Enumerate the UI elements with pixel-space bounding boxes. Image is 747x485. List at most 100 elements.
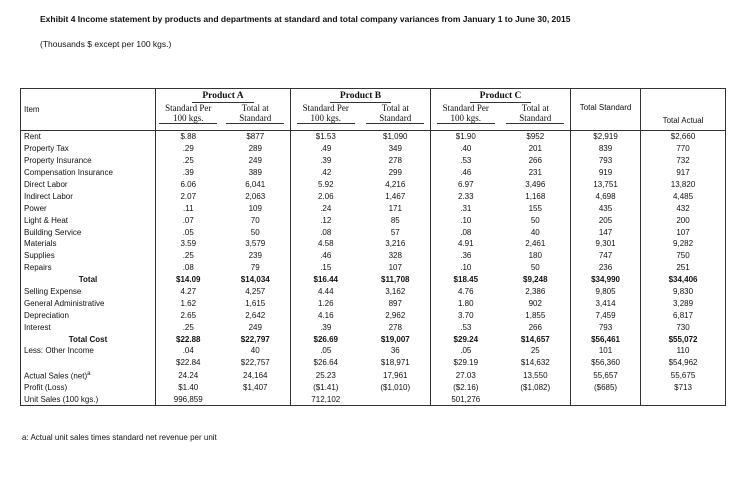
table-cell: 25.23 (290, 368, 361, 382)
cell-value: 107 (388, 263, 402, 273)
cell-value: 200 (676, 215, 690, 225)
table-cell: $2,919 (570, 130, 641, 143)
row-label: Total (21, 274, 156, 286)
cell-value: 40 (530, 227, 540, 237)
cell-value: .31 (460, 203, 472, 213)
table-cell: .05 (155, 226, 221, 239)
cell-value: .15 (320, 263, 332, 273)
cell-value: 3,289 (673, 298, 694, 308)
cell-value: 897 (388, 298, 402, 308)
cell-value: 24,164 (243, 370, 268, 380)
row-label: Indirect Labor (21, 190, 156, 202)
table-cell: $56,461 (570, 333, 641, 346)
cell-value: 902 (528, 298, 542, 308)
cell-value: $16.44 (313, 275, 338, 285)
table-cell: 2.06 (290, 190, 361, 203)
table-cell: 27.03 (430, 368, 501, 382)
cell-value: .46 (460, 168, 472, 178)
table-cell: 180 (501, 250, 571, 262)
cell-value: 13,820 (670, 180, 696, 189)
table-cell (501, 393, 571, 405)
table-cell: 2,962 (361, 309, 431, 321)
income-table: Item Product A Product B Product C Total Sta… (20, 88, 727, 407)
column-name: Total at Standard (506, 103, 565, 124)
table-cell: 6,817 (640, 309, 726, 322)
table-cell: $1.90 (430, 130, 501, 143)
row-label: Repairs (21, 262, 156, 274)
cell-value: $55,072 (668, 334, 698, 344)
row-label: Compensation Insurance (21, 167, 156, 179)
cell-value: 4,698 (595, 191, 616, 201)
table-row: Direct Labor 6.06 6,041 5.92 4,216 6.97 3,496 1… (21, 178, 726, 191)
cell-value: 239 (248, 251, 262, 261)
cell-value: .05 (460, 346, 472, 356)
cell-value: 730 (676, 322, 690, 332)
cell-value: $18.45 (453, 275, 479, 285)
table-cell: 4.76 (430, 285, 501, 298)
table-cell: ($2.16) (430, 381, 501, 394)
table-cell: $14,034 (221, 274, 291, 286)
row-label-text: Light & Heat (24, 215, 69, 225)
table-cell: 1,615 (221, 297, 291, 309)
cell-value: 2.65 (180, 310, 197, 320)
table-cell: 4.44 (290, 285, 361, 298)
column-name: Standard Per 100 kgs. (436, 103, 495, 124)
cell-value: 4.76 (457, 287, 474, 297)
table-cell: .08 (155, 261, 221, 274)
row-label: General Administrative (21, 297, 156, 309)
cell-value: .25 (182, 322, 194, 332)
cell-value: .40 (460, 144, 472, 154)
cell-value: 3,216 (385, 239, 406, 249)
table-header: Item Product A Product B Product C Total Sta… (21, 88, 726, 131)
table-cell: 1,855 (501, 309, 571, 321)
table-row: Total Cost $22.88 $22,797 $26.69 $19,007 $29.… (21, 333, 726, 346)
table-cell: ($685) (570, 381, 641, 394)
column-name: Total Actual (662, 116, 704, 125)
cell-value: 2,063 (245, 191, 266, 201)
column-name: Total at Standard (226, 103, 285, 124)
cell-value: .04 (182, 346, 194, 356)
cell-value: 55,675 (670, 370, 696, 380)
table-cell: .39 (155, 166, 221, 179)
table-row: Actual Sales (net)a 24.24 24,164 25.23 17,96… (21, 368, 726, 382)
cell-value: 4.16 (317, 310, 334, 320)
table-row: Property Insurance .25 249 .39 278 .53 266 793 7… (21, 154, 726, 167)
table-cell: 251 (640, 261, 726, 274)
table-cell: 6.06 (155, 178, 221, 191)
table-cell: 3,579 (221, 238, 291, 250)
table-cell: $22,757 (221, 357, 291, 369)
cell-value: 101 (598, 346, 613, 356)
cell-value: $14,657 (520, 334, 550, 344)
table-cell: $11,708 (361, 274, 431, 286)
cell-value: $2,660 (670, 132, 696, 142)
cell-value: .49 (320, 144, 332, 154)
table-cell: 750 (640, 249, 726, 262)
table-cell: .29 (155, 142, 221, 155)
cell-value: .08 (460, 227, 472, 237)
cell-value: 2.33 (457, 191, 474, 201)
table-cell: .04 (155, 345, 221, 357)
cell-value: 750 (676, 251, 690, 261)
table-cell: $26.69 (290, 333, 361, 346)
cell-value: .39 (182, 168, 194, 178)
cell-value: 793 (598, 322, 613, 332)
cell-value: 7,459 (595, 310, 616, 320)
table-row: Compensation Insurance .39 389 .42 299 .46 231… (21, 166, 726, 179)
table-cell: $952 (501, 131, 571, 143)
table-cell: 747 (570, 249, 641, 262)
table-cell: $1,090 (361, 131, 431, 143)
table-cell: 2.07 (155, 190, 221, 203)
cell-value: 236 (598, 263, 613, 273)
table-cell: 1.80 (430, 297, 501, 310)
table-cell (640, 393, 726, 406)
row-label-text: Repairs (24, 263, 52, 273)
cell-value: 917 (676, 168, 690, 178)
cell-value: 2.07 (180, 191, 197, 201)
table-cell: 249 (221, 155, 291, 167)
row-label-text: Unit Sales (100 kgs.) (24, 394, 99, 404)
table-cell: 4,698 (570, 190, 641, 203)
table-cell: $29.24 (430, 333, 501, 346)
cell-value: 919 (598, 168, 613, 178)
row-label: Materials (21, 238, 156, 250)
row-label-text: Rent (24, 132, 41, 142)
